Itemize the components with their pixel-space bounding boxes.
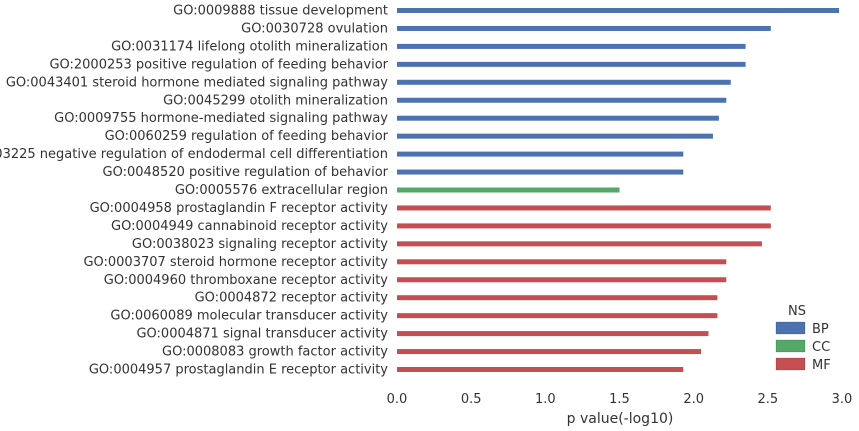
x-axis-ticks: 0.0 0.5 1.0 1.5 2.0 2.5 3.0 <box>387 392 853 407</box>
x-axis-label: p value(-log10) <box>567 411 674 427</box>
category-label: GO:0043401 steroid hormone mediated sign… <box>6 75 388 90</box>
legend-swatch-mf <box>775 357 806 371</box>
category-label: GO:0045299 otolith mineralization <box>163 93 388 108</box>
bar-bp <box>397 43 746 49</box>
category-label: GO:0038023 signaling receptor activity <box>132 237 388 252</box>
bar-mf <box>397 313 718 319</box>
x-tick-label: 3.0 <box>832 392 853 407</box>
category-label: GO:0004949 cannabinoid receptor activity <box>111 219 388 234</box>
bar-bp <box>397 115 719 121</box>
category-label: GO:0048520 positive regulation of behavi… <box>103 165 389 180</box>
legend-label-mf: MF <box>812 358 831 373</box>
category-label: GO:0004871 signal transducer activity <box>136 327 388 342</box>
bar-mf <box>397 241 762 247</box>
category-label: GO:0005576 extracellular region <box>175 183 388 198</box>
bar-mf <box>397 205 771 211</box>
category-label: GO:0004960 thromboxane receptor activity <box>104 273 389 288</box>
category-label: GO:0003707 steroid hormone receptor acti… <box>83 255 388 270</box>
bar-bp <box>397 61 746 67</box>
legend-label-cc: CC <box>812 340 830 355</box>
category-labels: GO:0009888 tissue development GO:0030728 … <box>0 4 389 378</box>
category-label: GO:0009888 tissue development <box>173 4 388 19</box>
x-tick-label: 0.0 <box>387 392 408 407</box>
bar-mf <box>397 331 709 337</box>
x-tick-label: 2.5 <box>757 392 778 407</box>
x-tick-label: 2.0 <box>683 392 704 407</box>
bar-cc <box>397 187 620 193</box>
category-label: GO:1903225 negative regulation of endode… <box>0 147 388 162</box>
x-tick-label: 0.5 <box>461 392 482 407</box>
bar-mf <box>397 295 718 301</box>
bar-bp <box>397 8 840 13</box>
bar-bp <box>397 151 684 157</box>
bar-mf <box>397 277 727 283</box>
legend: NS BP CC MF <box>775 304 831 373</box>
legend-label-bp: BP <box>812 322 829 337</box>
bar-mf <box>397 223 771 229</box>
category-label: GO:0004957 prostaglandin E receptor acti… <box>89 363 388 378</box>
bar-bp <box>397 169 684 175</box>
bar-bp <box>397 133 713 139</box>
bar-bp <box>397 79 731 85</box>
bar-mf <box>397 367 684 372</box>
category-label: GO:0060089 molecular transducer activity <box>110 309 388 324</box>
category-label: GO:0008083 growth factor activity <box>162 345 388 360</box>
category-label: GO:0031174 lifelong otolith mineralizati… <box>111 39 388 54</box>
category-label: GO:0060259 regulation of feeding behavio… <box>105 129 389 144</box>
bar-bp <box>397 25 771 31</box>
bar-mf <box>397 259 727 265</box>
category-label: GO:0030728 ovulation <box>241 21 388 36</box>
x-tick-label: 1.5 <box>609 392 630 407</box>
category-label: GO:0009755 hormone-mediated signaling pa… <box>54 111 388 126</box>
legend-swatch-cc <box>775 339 806 353</box>
legend-swatch-bp <box>775 321 806 335</box>
bar-bp <box>397 97 727 103</box>
x-tick-label: 1.0 <box>535 392 556 407</box>
bars-layer <box>397 8 840 372</box>
category-label: GO:0004958 prostaglandin F receptor acti… <box>90 201 389 216</box>
bar-mf <box>397 349 702 355</box>
legend-title: NS <box>788 304 806 319</box>
category-label: GO:0004872 receptor activity <box>195 291 389 306</box>
category-label: GO:2000253 positive regulation of feedin… <box>49 57 388 72</box>
